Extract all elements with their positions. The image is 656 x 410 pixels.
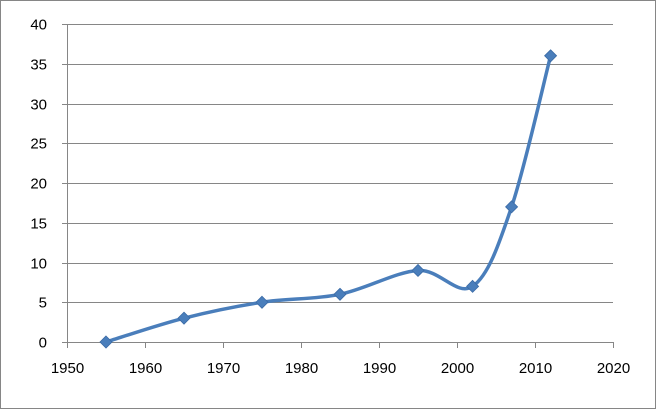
data-point (255, 295, 269, 309)
y-tick-label: 35 (30, 57, 47, 74)
data-point (466, 279, 480, 293)
y-tick-label: 30 (30, 97, 47, 114)
y-tick-labels: 0 5 10 15 20 25 30 35 40 (30, 17, 47, 352)
y-tick-label: 5 (39, 295, 47, 312)
y-tick-label: 0 (39, 335, 47, 352)
x-tick-label: 1990 (363, 360, 396, 377)
data-point (411, 263, 425, 278)
data-point (505, 200, 519, 214)
y-tick-label: 15 (30, 216, 47, 233)
data-point (99, 335, 113, 349)
x-tick-label: 1950 (51, 360, 84, 377)
data-point (544, 49, 558, 63)
data-point (333, 287, 347, 301)
y-tick-label: 25 (30, 136, 47, 153)
x-tick-label: 1960 (129, 360, 162, 377)
y-tick-label: 10 (30, 256, 47, 273)
x-tick-label: 1970 (207, 360, 240, 377)
gridlines (67, 24, 613, 303)
series-group (99, 49, 558, 349)
x-tick-label: 2020 (597, 360, 630, 377)
x-tick-label: 2000 (441, 360, 474, 377)
x-tick-labels: 1950 1960 1970 1980 1990 2000 2010 2020 (51, 360, 630, 377)
axes (62, 24, 614, 348)
data-point (177, 311, 191, 325)
y-tick-label: 20 (30, 176, 47, 193)
y-tick-label: 40 (30, 17, 47, 34)
x-tick-label: 1980 (285, 360, 318, 377)
series-line (104, 54, 553, 344)
x-tick-label: 2010 (519, 360, 552, 377)
